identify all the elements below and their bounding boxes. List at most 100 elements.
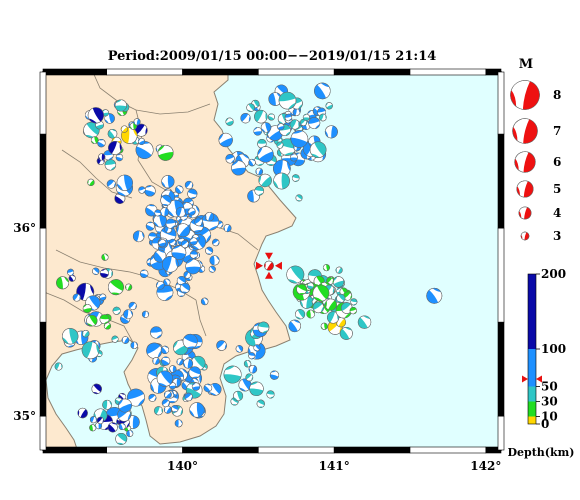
mechanism-beachball-427 (257, 321, 270, 334)
lon-tick-label: 140° (167, 459, 198, 473)
mechanism-beachball-378 (72, 293, 81, 302)
mechanism-beachball-33 (139, 269, 149, 278)
mechanism-beachball-252 (295, 309, 306, 320)
mechanism-beachball-433 (357, 315, 372, 329)
mechanism-beachball-330 (120, 125, 128, 133)
mechanism-beachball-347 (103, 322, 112, 330)
mechanism-beachball-68 (187, 207, 196, 216)
lat-tick-label: 36° (13, 221, 36, 235)
mechanism-beachball-303 (312, 284, 330, 302)
frame-bar-top (42, 68, 107, 76)
mechanism-beachball-291 (340, 302, 353, 314)
mechanism-beachball-344 (114, 99, 127, 112)
mechanism-beachball-428 (248, 364, 258, 374)
mechanism-beachball-152 (161, 356, 171, 366)
mechanism-beachball-425 (223, 365, 242, 384)
lon-tick-label: 142° (470, 459, 501, 473)
mechanism-beachball-97 (153, 249, 167, 263)
mag-legend-label-6: 6 (553, 155, 561, 169)
mechanism-beachball-342 (98, 153, 106, 161)
mechanism-beachball-30 (161, 175, 175, 189)
depth-tick-label-200: 200 (541, 267, 566, 281)
mechanism-beachball-212 (253, 127, 263, 136)
frame-bar-bottom (42, 446, 107, 454)
mag-legend-label-4: 4 (553, 206, 561, 220)
mechanism-beachball-380 (82, 303, 92, 313)
mechanism-beachball-318 (90, 136, 99, 145)
mechanism-beachball-210 (218, 132, 233, 148)
mechanism-beachball-373 (99, 293, 107, 301)
mechanism-beachball-1 (223, 224, 232, 233)
mechanism-beachball-101 (189, 250, 198, 259)
mechanism-beachball-372 (62, 328, 79, 345)
mechanism-beachball-186 (240, 113, 251, 124)
mechanism-beachball-417 (245, 373, 254, 382)
mechanism-beachball-19 (145, 204, 158, 217)
mechanism-beachball-367 (121, 336, 130, 344)
mechanism-beachball-80 (154, 209, 162, 217)
mechanism-beachball-382 (128, 301, 137, 310)
depth-band-0-10 (528, 416, 536, 424)
mechanism-beachball-287 (326, 277, 334, 285)
depth-tick-label-0: 0 (541, 417, 549, 431)
mechanism-beachball-302 (324, 298, 337, 311)
mechanism-beachball-351 (141, 310, 150, 318)
depth-band-50-100 (528, 349, 536, 387)
magnitude-legend: M 8 7 6 5 4 3 (510, 57, 561, 243)
mechanism-beachball-239 (309, 141, 327, 159)
depth-tick-label-50: 50 (541, 380, 558, 394)
frame-bar-top (333, 68, 411, 76)
frame-bar-top (258, 68, 335, 76)
frame-bar-top (409, 68, 487, 76)
mechanism-beachball-162 (156, 370, 174, 387)
mechanism-beachball-423 (243, 360, 252, 368)
mechanism-beachball-341 (106, 179, 116, 189)
frame-bar-right (497, 227, 505, 323)
mechanism-beachball-246 (291, 174, 300, 182)
mag-legend-beachball-4 (518, 206, 532, 220)
mag-legend-label-3: 3 (553, 229, 561, 243)
mechanism-beachball-100 (158, 239, 167, 248)
highlight-marker-top (264, 252, 273, 260)
mechanism-beachball-71 (144, 185, 156, 197)
mechanism-beachball-343 (87, 107, 104, 124)
frame-bar-left (39, 227, 47, 323)
mechanism-beachball-250 (335, 266, 343, 274)
mechanism-beachball-13 (175, 185, 184, 194)
mechanism-beachball-334 (96, 156, 105, 166)
mechanism-beachball-107 (161, 256, 179, 273)
mechanism-beachball-131 (152, 357, 160, 365)
mechanism-beachball-221 (308, 117, 321, 130)
mechanism-beachball-105 (194, 217, 203, 227)
mechanism-beachball-358 (101, 253, 109, 261)
depth-tick-label-30: 30 (541, 395, 558, 409)
mechanism-beachball-377 (99, 268, 109, 278)
mag-legend-label-8: 8 (553, 88, 561, 102)
mechanism-beachball-207 (273, 159, 291, 178)
mechanism-beachball-384 (112, 306, 121, 315)
highlight-marker-left (255, 261, 263, 270)
lon-tick-label: 141° (319, 459, 350, 473)
mechanism-beachball-376 (56, 276, 70, 290)
mechanism-beachball-224 (260, 122, 272, 133)
mechanism-beachball-127 (146, 342, 163, 359)
mechanism-beachball-424 (256, 399, 265, 408)
mechanism-beachball-407 (118, 398, 132, 413)
frame-bar-top (182, 68, 259, 76)
mechanism-beachball-151 (171, 405, 179, 413)
frame-bar-bottom (182, 446, 259, 454)
mechanism-beachball-431 (288, 319, 301, 333)
mechanism-beachball-199 (258, 173, 272, 188)
mechanism-beachball-366 (76, 282, 95, 301)
mechanism-beachball-329 (138, 137, 146, 145)
mechanism-beachball-79 (145, 221, 155, 231)
mechanism-beachball-93 (175, 207, 186, 218)
mechanism-beachball-409 (102, 399, 112, 410)
mechanism-beachball-102 (205, 246, 214, 255)
mechanism-beachball-269 (322, 264, 330, 272)
mechanism-beachball-237 (284, 113, 293, 122)
mechanism-beachball-77 (165, 218, 176, 229)
mechanism-beachball-64 (204, 211, 215, 222)
mechanism-beachball-156 (169, 382, 177, 390)
mechanism-beachball-117 (216, 340, 227, 351)
